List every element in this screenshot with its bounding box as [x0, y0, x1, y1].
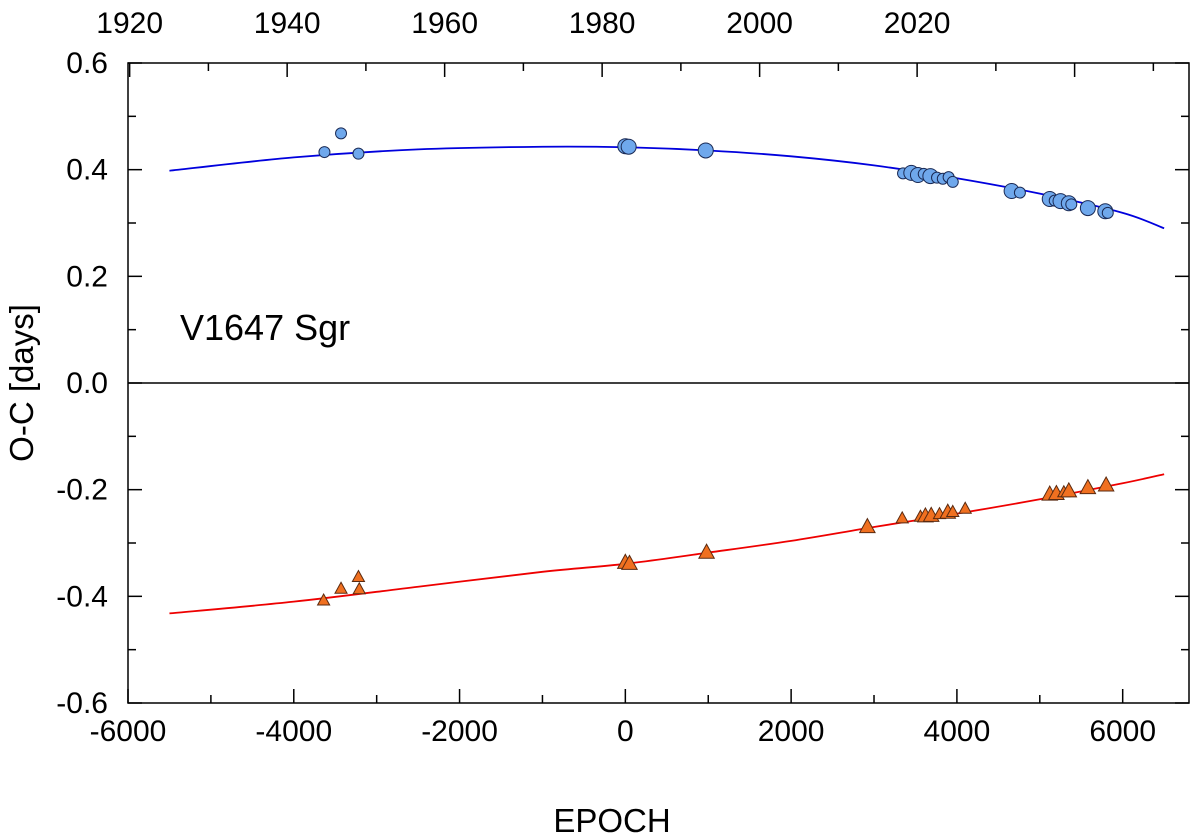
x-tick-label: 2000 — [758, 715, 825, 748]
primary-minimum-point — [1065, 198, 1078, 211]
x-tick-label: 4000 — [924, 715, 991, 748]
x-tick-label: 0 — [617, 715, 634, 748]
y-tick-label: -0.4 — [56, 580, 108, 613]
x-tick-label: 6000 — [1089, 715, 1156, 748]
y-axis-title: O-C [days] — [3, 304, 40, 462]
secondary-minimum-point — [316, 592, 331, 606]
x-tick-label: -2000 — [421, 715, 498, 748]
secondary-minimum-point — [352, 581, 367, 595]
fit-curves — [169, 145, 1165, 615]
secondary-minimum-point — [858, 517, 876, 534]
primary-minimum-point — [1013, 186, 1026, 199]
axis-tick-labels: -6000 -4000 -2000 0 2000 4000 6000 -0.6 -0.4 -0.2… — [56, 7, 1156, 748]
top-tick-label: 2020 — [884, 7, 951, 40]
top-tick-label: 1940 — [254, 7, 321, 40]
secondary-minimum-point — [334, 581, 348, 594]
axis-ticks — [127, 62, 1189, 704]
top-tick-label: 1960 — [411, 7, 478, 40]
primary-minimum-point — [1101, 206, 1114, 219]
secondary-minimum-point — [1079, 478, 1097, 495]
y-tick-label: 0.2 — [66, 260, 108, 293]
top-tick-label: 2000 — [726, 7, 793, 40]
top-tick-label: 1980 — [569, 7, 636, 40]
y-tick-label: -0.2 — [56, 474, 108, 507]
primary-minimum-point — [335, 127, 348, 140]
x-tick-label: -4000 — [255, 715, 332, 748]
plot-area — [127, 62, 1190, 704]
top-tick-label: 1920 — [96, 7, 163, 40]
x-axis-title: EPOCH — [553, 802, 670, 839]
primary-minimum-point — [1079, 200, 1096, 217]
primary-minimum-point — [697, 142, 714, 159]
secondary-minimum-point — [620, 554, 639, 570]
secondary-minimum-point — [895, 510, 910, 524]
primary-minimum-point — [946, 175, 959, 188]
primary-minimum-point — [620, 138, 637, 155]
secondary-fit-curve — [169, 473, 1165, 615]
y-tick-label: 0.4 — [66, 154, 108, 187]
y-tick-label: 0.0 — [66, 367, 108, 400]
data-points — [316, 127, 1115, 606]
primary-minimum-point — [318, 146, 331, 159]
secondary-minimum-point — [351, 569, 366, 583]
primary-fit-curve — [169, 145, 1165, 230]
secondary-minimum-point — [1097, 475, 1115, 492]
secondary-minimum-point — [1060, 481, 1078, 498]
secondary-minimum-point — [945, 504, 960, 517]
star-name-label: V1647 Sgr — [180, 307, 350, 348]
x-tick-label: -6000 — [90, 715, 167, 748]
primary-minimum-point — [352, 147, 365, 160]
y-tick-label: 0.6 — [66, 47, 108, 80]
secondary-minimum-point — [958, 501, 973, 514]
y-tick-label: -0.6 — [56, 687, 108, 720]
secondary-minimum-point — [698, 543, 716, 559]
